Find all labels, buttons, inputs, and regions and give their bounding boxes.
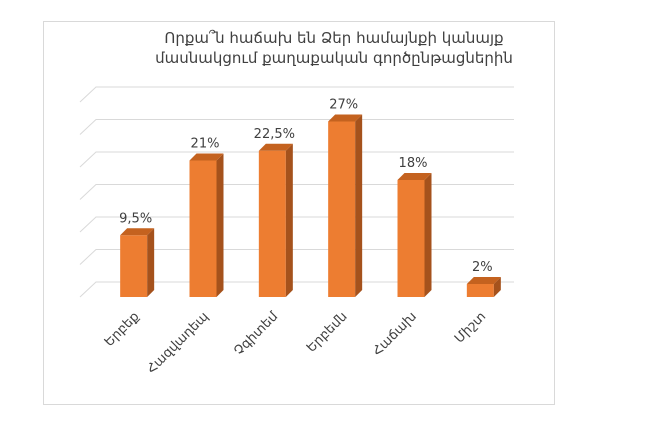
chart-title-line-1: Որքա՞ն հաճախ են Ձեր համայնքի կանայք xyxy=(164,29,504,47)
gridline-6 xyxy=(79,86,514,103)
gridline-3 xyxy=(79,184,514,200)
bar-top-5 xyxy=(466,277,501,284)
bar-side-5 xyxy=(493,277,501,297)
data-label-2: 22,5% xyxy=(254,127,295,142)
bar-0 xyxy=(120,235,148,297)
bar-top-4 xyxy=(397,173,432,180)
bar-top-1 xyxy=(189,153,224,161)
gridline-4 xyxy=(79,151,514,168)
data-label-5: 2% xyxy=(472,260,493,275)
bar-2 xyxy=(258,150,286,297)
category-label-0: Երբեք xyxy=(102,309,143,350)
data-label-4: 18% xyxy=(399,156,428,171)
bar-side-1 xyxy=(216,153,224,297)
gridline-1 xyxy=(79,249,514,265)
gridline-0 xyxy=(79,281,514,298)
category-label-4: Հաճախ xyxy=(370,309,420,359)
data-label-3: 27% xyxy=(329,98,358,113)
category-label-3: Երբեմն xyxy=(304,309,350,355)
bar-side-3 xyxy=(355,114,363,297)
chart-frame xyxy=(43,21,555,405)
gridline-5 xyxy=(79,119,514,135)
bar-side-2 xyxy=(285,143,293,297)
category-label-5: Միշտ xyxy=(452,309,489,346)
bar-top-0 xyxy=(120,228,155,236)
chart-title-line-2: մասնակցում քաղաքական գործընթացներին xyxy=(155,49,513,67)
bar-5 xyxy=(466,284,494,297)
bar-top-3 xyxy=(328,114,363,122)
bar-1 xyxy=(189,160,217,297)
bar-4 xyxy=(397,180,425,297)
data-label-0: 9,5% xyxy=(119,211,152,226)
bar-3 xyxy=(328,121,356,297)
category-label-2: Չգիտեմ xyxy=(232,309,282,359)
data-label-1: 21% xyxy=(191,137,220,152)
bar-side-4 xyxy=(424,173,432,297)
bar-top-2 xyxy=(258,143,293,151)
category-label-1: Հազվադեպ xyxy=(144,309,212,377)
bar-side-0 xyxy=(147,228,155,297)
gridline-2 xyxy=(79,216,514,233)
